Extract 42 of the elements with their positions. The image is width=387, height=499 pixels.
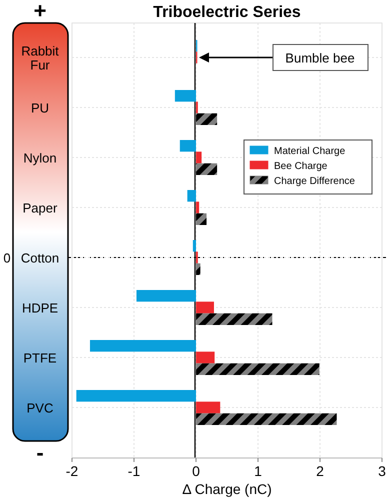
bar (196, 213, 207, 225)
legend-label: Charge Difference (274, 176, 356, 187)
bar (196, 263, 200, 275)
bar (196, 302, 214, 314)
bar (136, 290, 196, 302)
y-tick-label: Nylon (23, 150, 57, 166)
y-tick-label: Paper (22, 200, 58, 216)
y-tick-label: Rabbit Fur (21, 44, 60, 72)
bar (196, 363, 320, 375)
text: + (34, 0, 46, 23)
y-tick-label: PVC (26, 400, 54, 416)
bar (196, 413, 337, 425)
bar (192, 240, 196, 252)
x-tick-label: -2 (66, 463, 78, 479)
y-tick-label: HDPE (22, 300, 58, 316)
bar (196, 313, 272, 325)
x-tick-label: 2 (316, 463, 324, 479)
bar (90, 340, 196, 352)
bar (76, 390, 196, 402)
bar (180, 140, 196, 152)
bar (196, 352, 215, 364)
x-tick-label: 3 (378, 463, 386, 479)
x-tick-label: 0 (192, 463, 200, 479)
bar (196, 402, 220, 414)
legend-label: Bee Charge (274, 161, 328, 172)
x-tick-label: -1 (128, 463, 140, 479)
x-axis-title: Δ Charge (nC) (182, 481, 272, 497)
y-tick-label: PU (30, 100, 50, 116)
y-tick-label: Cotton (20, 250, 60, 266)
legend-label: Material Charge (274, 146, 346, 157)
bar (196, 113, 218, 125)
y-tick-label: PTFE (23, 350, 57, 366)
bar (196, 163, 218, 175)
chart-title: Triboelectric Series (153, 4, 301, 21)
text: - (36, 440, 44, 465)
bar (187, 190, 196, 202)
x-tick-label: 1 (254, 463, 262, 479)
ref-line-label: 0 (3, 250, 11, 266)
annotation: Bumble bee (285, 50, 355, 66)
bar (174, 90, 196, 102)
bar (196, 152, 202, 164)
bar (196, 202, 200, 214)
